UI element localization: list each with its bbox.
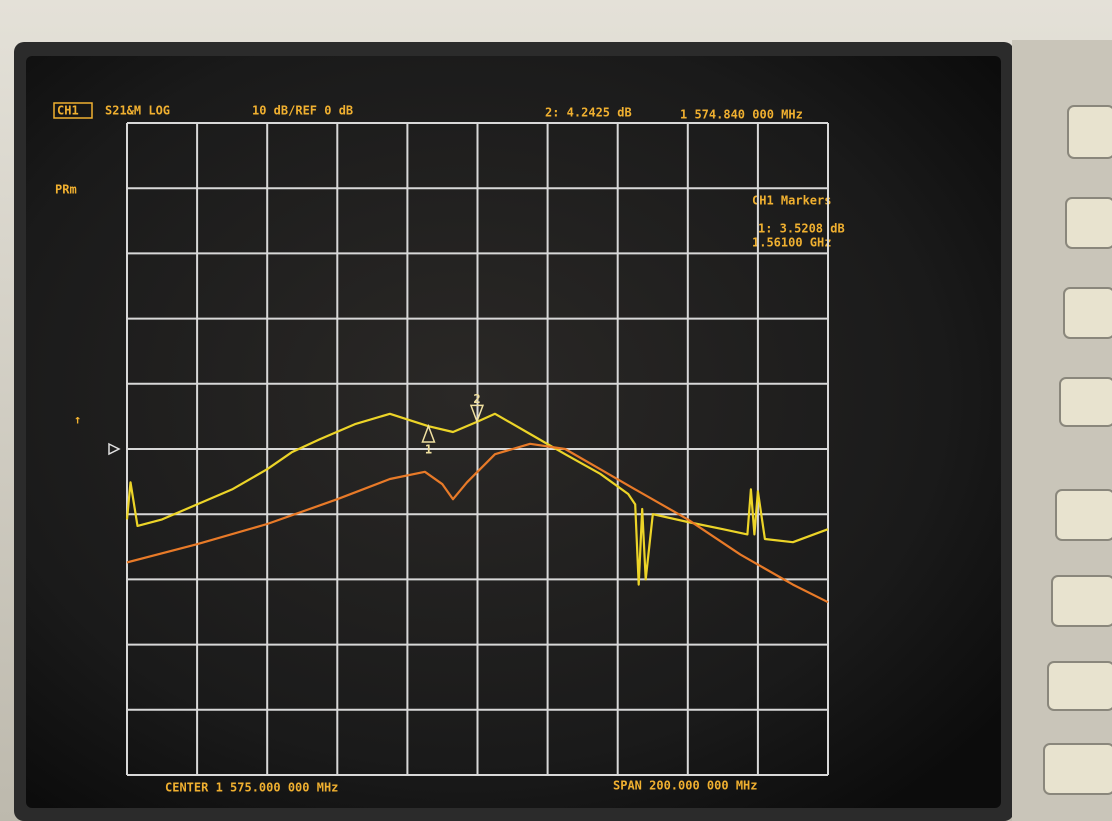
softkey — [1055, 489, 1112, 541]
softkey — [1063, 287, 1112, 339]
softkey — [1065, 197, 1112, 249]
trace — [126, 442, 829, 604]
channel: CH1 — [57, 104, 79, 118]
span: SPAN 200.000 000 MHz — [613, 779, 758, 793]
active-marker-freq: 1 574.840 000 MHz — [680, 108, 803, 122]
marker-table-title: CH1 Markers — [752, 194, 831, 208]
active-marker: 2: 4.2425 dB — [545, 106, 632, 120]
measurement: S21&M LOG — [105, 104, 170, 118]
softkey — [1043, 743, 1112, 795]
screen — [26, 56, 1001, 808]
channel-box — [53, 102, 93, 119]
softkey — [1051, 575, 1112, 627]
softkey — [1067, 105, 1112, 159]
marker-label: 2 — [473, 392, 480, 406]
softkey — [1059, 377, 1112, 427]
marker-label: 1 — [425, 443, 432, 457]
marker-table-freq: 1.56100 GHz — [752, 236, 831, 250]
reference-marker — [108, 442, 121, 456]
center-freq: CENTER 1 575.000 000 MHz — [165, 781, 338, 795]
arrow: ↑ — [74, 413, 81, 427]
mode: PRm — [55, 183, 77, 197]
marker-table-value: 1: 3.5208 dB — [758, 222, 845, 236]
marker — [469, 404, 485, 424]
softkey — [1047, 661, 1112, 711]
softkeys — [1043, 105, 1112, 795]
trace — [125, 412, 829, 586]
scale: 10 dB/REF 0 dB — [252, 104, 353, 118]
marker — [421, 423, 436, 443]
